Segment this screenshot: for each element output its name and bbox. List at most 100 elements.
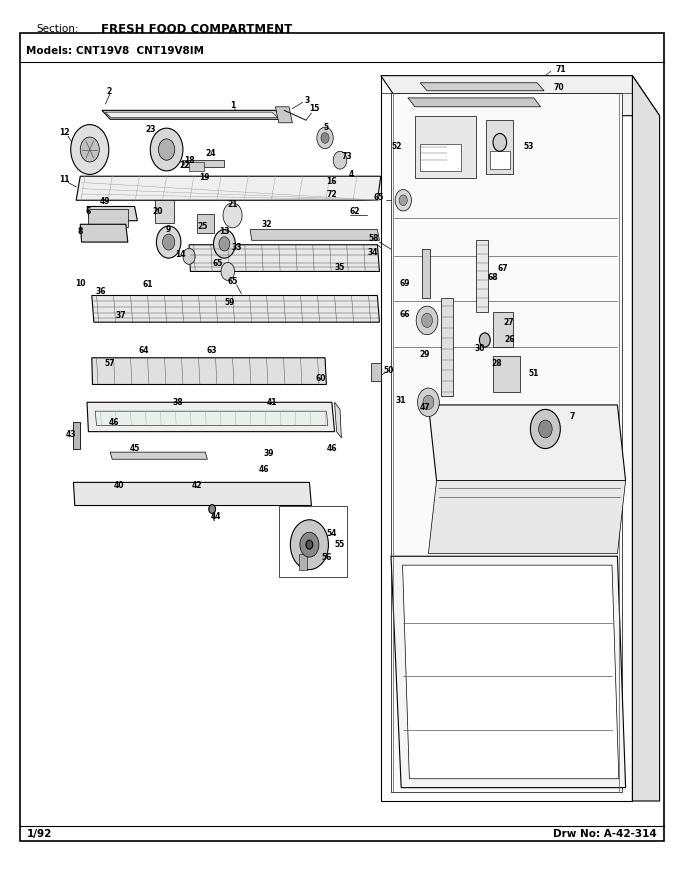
Circle shape	[539, 420, 552, 438]
Text: 25: 25	[197, 222, 208, 231]
Circle shape	[306, 540, 313, 549]
Text: Models:: Models:	[26, 45, 72, 56]
Bar	[299, 554, 307, 570]
Text: 27: 27	[503, 318, 514, 327]
Text: 73: 73	[341, 152, 352, 161]
Bar	[279, 506, 347, 577]
Circle shape	[214, 230, 235, 258]
Text: 50: 50	[384, 366, 394, 375]
Text: 55: 55	[335, 540, 345, 549]
Bar	[415, 116, 476, 178]
Text: 4: 4	[348, 170, 354, 179]
Text: 70: 70	[554, 83, 564, 92]
Circle shape	[418, 388, 439, 417]
Text: 5: 5	[324, 123, 329, 132]
Circle shape	[321, 133, 329, 143]
Text: 39: 39	[263, 449, 274, 458]
Bar	[155, 200, 174, 222]
Text: 68: 68	[488, 273, 498, 282]
Text: 42: 42	[192, 481, 203, 490]
Text: 49: 49	[100, 197, 111, 206]
Circle shape	[156, 226, 181, 258]
Polygon shape	[250, 230, 379, 240]
Polygon shape	[182, 160, 224, 167]
Text: 72: 72	[326, 190, 337, 198]
Text: 35: 35	[335, 263, 345, 271]
Circle shape	[223, 203, 242, 228]
Circle shape	[333, 151, 347, 169]
Text: 1: 1	[230, 101, 235, 109]
Text: 46: 46	[109, 418, 120, 427]
Bar	[441, 298, 453, 396]
Text: 2: 2	[106, 87, 112, 96]
Text: 22: 22	[180, 161, 190, 170]
Text: 24: 24	[205, 149, 216, 158]
Text: 54: 54	[326, 530, 337, 538]
Circle shape	[71, 125, 109, 174]
Text: 26: 26	[505, 336, 515, 344]
Circle shape	[493, 134, 507, 151]
Circle shape	[219, 237, 230, 251]
Text: 32: 32	[261, 220, 272, 229]
Circle shape	[530, 409, 560, 449]
Text: 37: 37	[116, 312, 126, 320]
Text: 19: 19	[199, 174, 209, 182]
Text: FRESH FOOD COMPARTMENT: FRESH FOOD COMPARTMENT	[101, 23, 292, 36]
Text: 64: 64	[139, 346, 150, 355]
Text: 41: 41	[267, 398, 277, 407]
Text: 65: 65	[227, 277, 238, 286]
Text: 6: 6	[86, 207, 91, 216]
Bar	[197, 214, 214, 233]
Bar	[420, 144, 461, 171]
Polygon shape	[391, 556, 626, 788]
Circle shape	[80, 137, 99, 162]
Text: 18: 18	[184, 156, 194, 165]
Text: 1/92: 1/92	[27, 829, 52, 839]
Polygon shape	[420, 83, 544, 91]
Text: 40: 40	[114, 481, 124, 490]
Text: 33: 33	[231, 243, 242, 252]
Text: 46: 46	[326, 444, 337, 453]
Text: 11: 11	[58, 175, 69, 184]
Text: 3: 3	[305, 96, 310, 105]
Circle shape	[479, 333, 490, 347]
Polygon shape	[408, 98, 541, 107]
Text: 34: 34	[367, 248, 378, 257]
Circle shape	[416, 306, 438, 335]
Polygon shape	[87, 402, 335, 432]
Bar	[88, 209, 128, 227]
Text: 52: 52	[391, 142, 402, 151]
Text: 23: 23	[146, 125, 156, 134]
Text: Drw No: A-42-314: Drw No: A-42-314	[553, 829, 657, 839]
Polygon shape	[102, 110, 284, 119]
Polygon shape	[403, 565, 619, 779]
Circle shape	[300, 532, 319, 557]
Text: 28: 28	[491, 359, 502, 368]
Text: 65: 65	[212, 259, 223, 268]
Text: 63: 63	[207, 346, 218, 355]
Circle shape	[395, 190, 411, 211]
Polygon shape	[80, 224, 128, 242]
Text: 15: 15	[309, 104, 320, 113]
Text: 69: 69	[399, 279, 410, 287]
Bar	[493, 356, 520, 392]
Circle shape	[423, 395, 434, 409]
Circle shape	[183, 248, 195, 264]
Text: 65: 65	[373, 193, 384, 202]
Polygon shape	[73, 482, 311, 506]
Text: 36: 36	[95, 287, 106, 296]
Text: 30: 30	[474, 344, 485, 353]
Text: 67: 67	[498, 264, 509, 273]
Circle shape	[317, 127, 333, 149]
Text: 53: 53	[524, 142, 534, 151]
Text: 59: 59	[224, 298, 235, 307]
Text: 45: 45	[129, 444, 140, 453]
Text: 43: 43	[66, 430, 77, 439]
Text: CNT19V8  CNT19V8IM: CNT19V8 CNT19V8IM	[76, 45, 204, 56]
Polygon shape	[428, 481, 626, 554]
Polygon shape	[110, 452, 207, 459]
Polygon shape	[632, 76, 660, 801]
Circle shape	[399, 195, 407, 206]
Circle shape	[150, 128, 183, 171]
Text: 13: 13	[219, 227, 230, 236]
